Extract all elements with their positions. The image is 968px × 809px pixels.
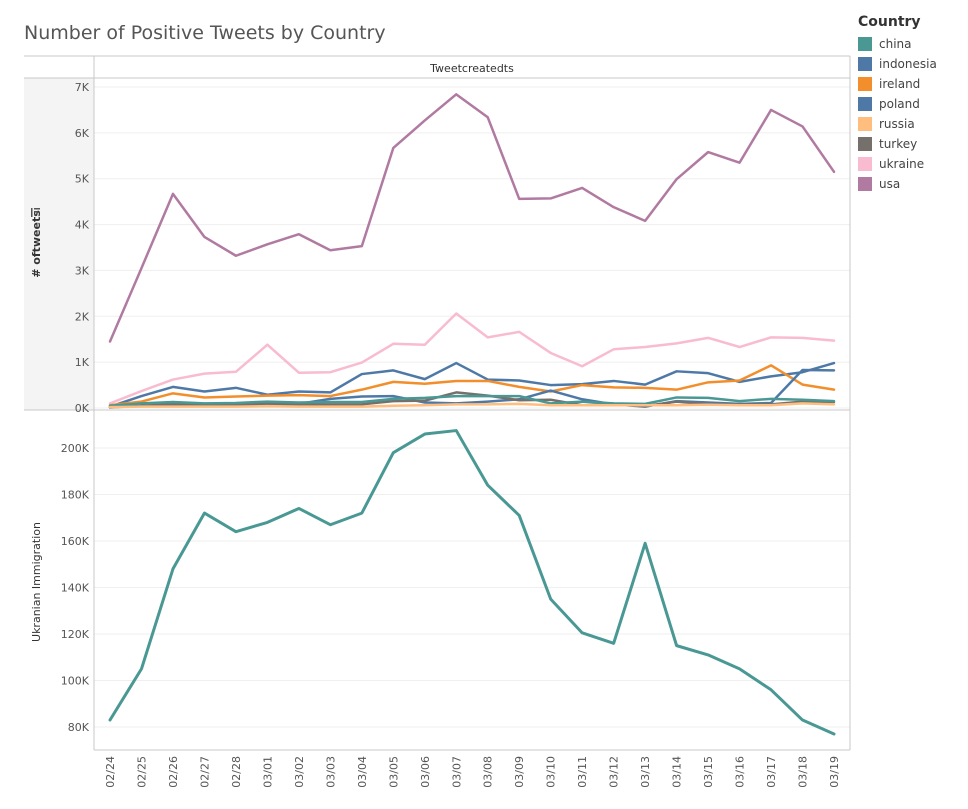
bottom-y-tick-label: 180K xyxy=(61,489,90,502)
series-line-china[interactable] xyxy=(108,394,836,407)
column-header: Tweetcreatedts xyxy=(429,62,514,75)
top-y-tick-label: 0K xyxy=(75,402,90,415)
x-tick-label: 03/09 xyxy=(513,756,526,788)
bottom-y-tick-label: 100K xyxy=(61,675,90,688)
top-y-tick-label: 5K xyxy=(75,173,90,186)
bottom-y-tick-label: 160K xyxy=(61,535,90,548)
x-tick-label: 03/07 xyxy=(450,756,463,788)
top-y-tick-label: 1K xyxy=(75,356,90,369)
x-tick-label: 03/11 xyxy=(576,756,589,788)
legend-label: russia xyxy=(879,117,915,131)
bottom-y-tick-label: 140K xyxy=(61,582,90,595)
legend-label: usa xyxy=(879,177,901,191)
series-line-ukranian-immigration[interactable] xyxy=(108,429,836,736)
legend-swatch xyxy=(858,137,872,151)
chart-title: Number of Positive Tweets by Country xyxy=(24,22,386,44)
x-tick-label: 03/01 xyxy=(261,756,274,788)
x-tick-label: 03/17 xyxy=(765,756,778,788)
legend-swatch xyxy=(858,37,872,51)
legend-swatch xyxy=(858,177,872,191)
series-line-poland[interactable] xyxy=(108,361,836,408)
x-tick-label: 03/15 xyxy=(702,756,715,788)
x-tick-label: 03/03 xyxy=(324,756,337,788)
legend-swatch xyxy=(858,57,872,71)
x-tick-label: 03/02 xyxy=(293,756,306,788)
legend-item-turkey[interactable]: turkey xyxy=(858,134,937,154)
legend-swatch xyxy=(858,117,872,131)
legend-item-ukraine[interactable]: ukraine xyxy=(858,154,937,174)
legend-label: ireland xyxy=(879,77,921,91)
top-axis-shade xyxy=(24,78,94,410)
x-tick-label: 03/04 xyxy=(356,756,369,788)
top-y-tick-label: 3K xyxy=(75,264,90,277)
top-y-tick-label: 7K xyxy=(75,81,90,94)
legend-item-china[interactable]: china xyxy=(858,34,937,54)
x-tick-label: 03/16 xyxy=(734,756,747,788)
legend-item-ireland[interactable]: ireland xyxy=(858,74,937,94)
x-tick-label: 03/08 xyxy=(482,756,495,788)
legend-swatch xyxy=(858,157,872,171)
x-tick-label: 03/05 xyxy=(387,756,400,788)
x-tick-label: 02/24 xyxy=(104,756,117,788)
sort-icon[interactable] xyxy=(31,208,40,217)
x-tick-label: 03/10 xyxy=(545,756,558,788)
x-tick-label: 03/06 xyxy=(419,756,432,788)
legend-label: poland xyxy=(879,97,920,111)
x-tick-label: 03/13 xyxy=(639,756,652,788)
x-tick-label: 02/26 xyxy=(167,756,180,788)
legend-item-poland[interactable]: poland xyxy=(858,94,937,114)
legend-label: ukraine xyxy=(879,157,925,171)
x-tick-label: 03/18 xyxy=(797,756,810,788)
x-tick-label: 02/28 xyxy=(230,756,243,788)
legend-title: Country xyxy=(858,14,921,30)
bottom-y-axis-title: Ukranian Immigration xyxy=(30,522,43,642)
top-y-tick-label: 4K xyxy=(75,219,90,232)
bottom-y-tick-label: 120K xyxy=(61,628,90,641)
top-y-axis-title: # oftweets xyxy=(30,210,43,278)
bottom-y-tick-label: 80K xyxy=(68,721,90,734)
legend-label: china xyxy=(879,37,912,51)
top-y-tick-label: 6K xyxy=(75,127,90,140)
legend-item-indonesia[interactable]: indonesia xyxy=(858,54,937,74)
top-y-tick-label: 2K xyxy=(75,310,90,323)
series-line-usa[interactable] xyxy=(108,93,836,343)
legend-label: turkey xyxy=(879,137,918,151)
legend: Country china indonesia ireland poland russi… xyxy=(858,14,937,194)
series-line-russia[interactable] xyxy=(108,402,836,409)
series-line-ukraine[interactable] xyxy=(108,312,836,405)
legend-swatch xyxy=(858,77,872,91)
legend-item-usa[interactable]: usa xyxy=(858,174,937,194)
legend-swatch xyxy=(858,97,872,111)
legend-label: indonesia xyxy=(879,57,937,71)
x-tick-label: 03/14 xyxy=(671,756,684,788)
legend-item-russia[interactable]: russia xyxy=(858,114,937,134)
x-tick-label: 03/12 xyxy=(608,756,621,788)
bottom-y-tick-label: 200K xyxy=(61,442,90,455)
x-tick-label: 03/19 xyxy=(828,756,841,788)
series-line-ireland[interactable] xyxy=(108,364,836,407)
x-tick-label: 02/25 xyxy=(135,756,148,788)
x-tick-label: 02/27 xyxy=(198,756,211,788)
